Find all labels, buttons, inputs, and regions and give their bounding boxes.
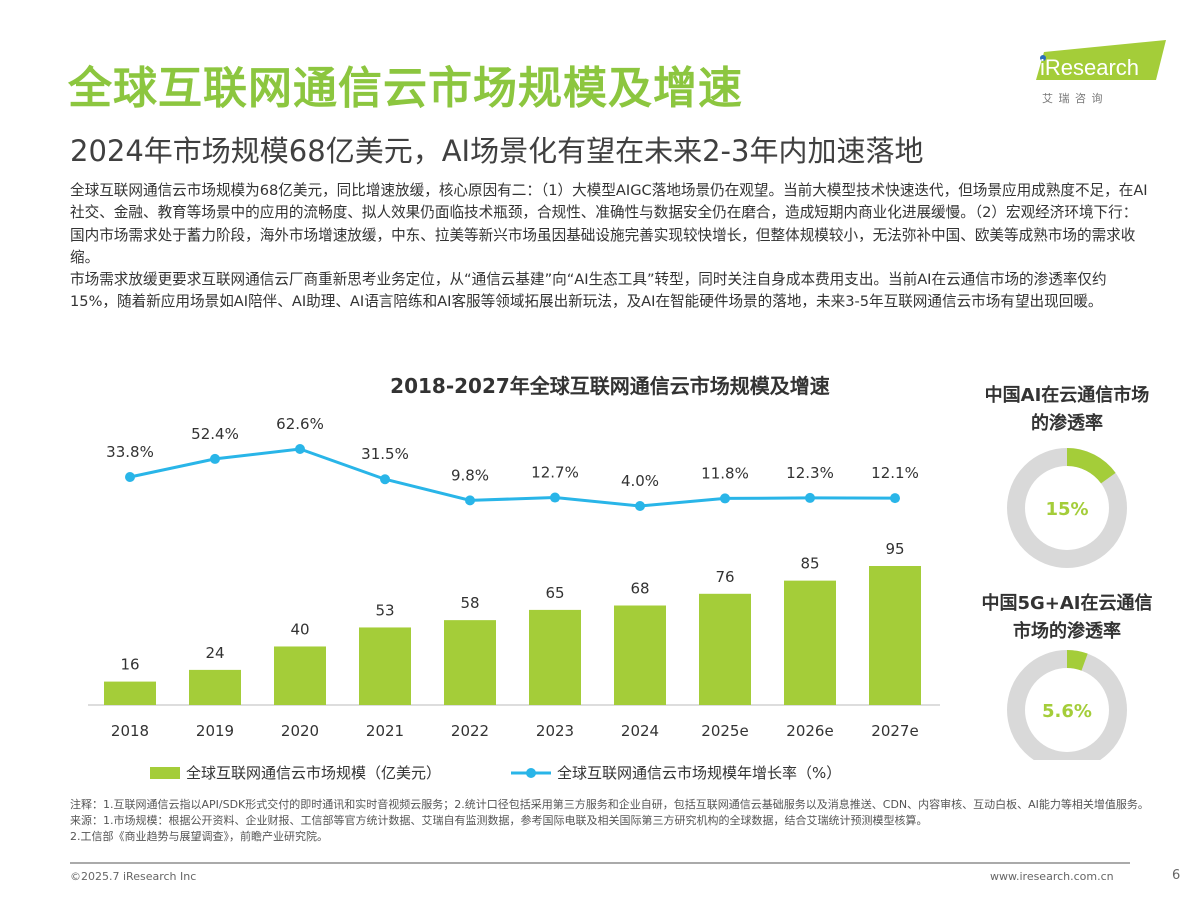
page-title: 全球互联网通信云市场规模及增速 [68,63,743,114]
bar [614,605,666,705]
website-link[interactable]: www.iresearch.com.cn [990,870,1114,883]
chart-canvas: 16 2018 24 2019 40 2020 53 2021 58 2022 65 2023 68 20… [88,415,1127,760]
bar-value-label: 16 [120,656,139,674]
donut-slice [1007,448,1127,568]
growth-point [125,472,135,483]
logo-sub: 艾 瑞 咨 询 [1042,91,1104,105]
x-tick-label: 2019 [196,722,234,740]
bar-value-label: 65 [545,584,564,602]
note-line: 2.工信部《商业趋势与展望调查》，前瞻产业研究院。 [70,830,328,843]
growth-point [550,492,560,503]
page-subtitle: 2024年市场规模68亿美元，AI场景化有望在未来2-3年内加速落地 [70,134,924,168]
copyright: ©2025.7 iResearch Inc [70,870,197,883]
donut-title-5g-ai: 中国5G+AI在云通信市场的渗透率 [981,593,1153,642]
x-tick-label: 2024 [621,722,659,740]
bar [359,627,411,705]
growth-point [720,493,730,504]
growth-point [805,492,815,503]
notes: 注释：1.互联网通信云指以API/SDK形式交付的即时通讯和实时音视频云服务；2… [70,797,1150,845]
bar [699,593,751,705]
bar-value-label: 85 [800,555,819,573]
bar [104,681,156,705]
bar [529,609,581,705]
legend-item-line: 全球互联网通信云市场规模年增长率（%） [511,762,841,783]
legend-item-bar: 全球互联网通信云市场规模（亿美元） [150,762,441,783]
body-paragraph: 全球互联网通信云市场规模为68亿美元，同比增速放缓，核心原因有二：（1）大模型A… [70,182,1148,266]
growth-label: 11.8% [701,464,749,482]
donut-value-label: 15% [1045,499,1088,520]
bar [784,580,836,705]
bar-value-label: 24 [205,644,224,662]
growth-label: 52.4% [191,425,239,443]
bar-value-label: 53 [375,601,394,619]
growth-point [890,493,900,504]
donut-slice [1007,650,1127,760]
x-tick-label: 2018 [111,722,149,740]
x-tick-label: 2027e [871,722,918,740]
body-paragraph: 市场需求放缓更要求互联网通信云厂商重新思考业务定位，从“通信云基建”向“AI生态… [70,271,1107,311]
x-tick-label: 2023 [536,722,574,740]
bar [274,646,326,705]
donut-value-label: 5.6% [1042,701,1092,722]
note-line: 来源：1.市场规模：根据公开资料、企业财报、工信部等官方统计数据、艾瑞自有监测数… [70,814,928,827]
chart-title: 2018-2027年全球互联网通信云市场规模及增速 [390,374,830,398]
legend: 全球互联网通信云市场规模（亿美元） 全球互联网通信云市场规模年增长率（%） [150,762,841,783]
growth-point [210,453,220,464]
logo-text: iResearch [1040,55,1139,80]
legend-label: 全球互联网通信云市场规模（亿美元） [186,764,442,782]
page-number: 6 [1172,868,1181,883]
bar-value-label: 68 [630,580,649,598]
bar-value-label: 58 [460,594,479,612]
iresearch-logo: iResearch 艾 瑞 咨 询 [1030,38,1170,108]
bar [189,669,241,705]
legend-label: 全球互联网通信云市场规模年增长率（%） [557,764,842,782]
growth-point [635,501,645,511]
bar-value-label: 95 [885,540,904,558]
growth-label: 12.7% [531,464,579,482]
body-text: 全球互联网通信云市场规模为68亿美元，同比增速放缓，核心原因有二：（1）大模型A… [70,180,1150,314]
growth-label: 4.0% [621,472,659,490]
growth-line [129,447,896,508]
growth-label: 33.8% [106,443,154,461]
note-line: 注释：1.互联网通信云指以API/SDK形式交付的即时通讯和实时音视频云服务；2… [70,798,1149,811]
growth-label: 12.1% [871,464,919,482]
legend-line-swatch [511,767,552,778]
x-tick-label: 2020 [281,722,319,740]
growth-label: 12.3% [786,464,834,482]
growth-point [380,474,390,485]
bar [444,620,496,705]
bar-value-label: 76 [715,568,734,586]
x-tick-label: 2025e [701,722,748,740]
growth-point [295,443,305,454]
growth-label: 31.5% [361,445,409,463]
x-tick-label: 2021 [366,722,404,740]
legend-bar-swatch [150,766,180,779]
x-tick-label: 2022 [451,722,489,740]
x-tick-label: 2026e [786,722,833,740]
bar [869,566,921,705]
growth-label: 9.8% [451,466,489,484]
bar-value-label: 40 [290,620,309,638]
donut-title-ai: 中国AI在云通信市场的渗透率 [984,385,1150,434]
footer-divider [70,862,1130,864]
growth-point [465,495,475,506]
growth-label: 62.6% [276,415,324,433]
